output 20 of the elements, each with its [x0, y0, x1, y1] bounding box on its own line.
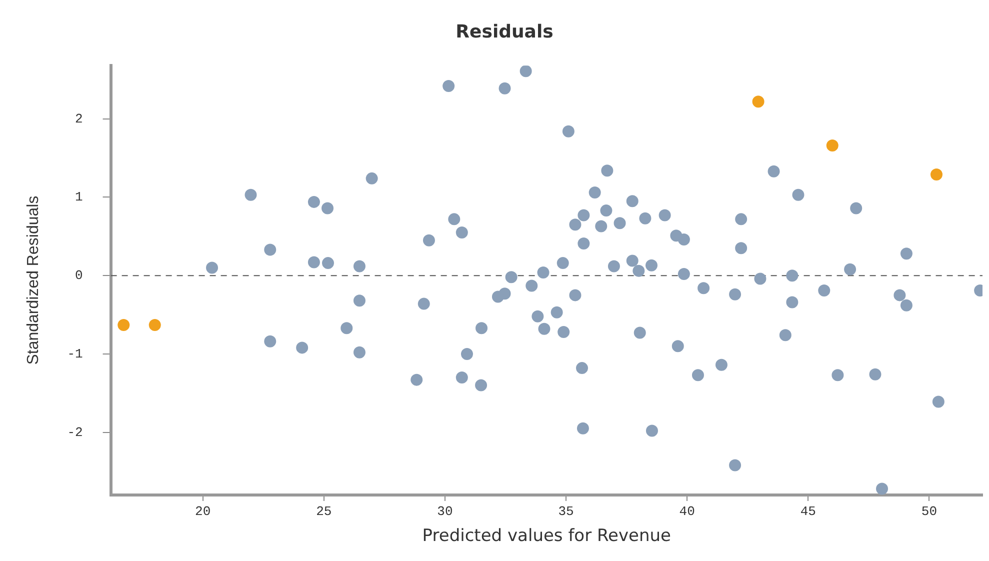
x-tick-label: 25 — [316, 504, 332, 520]
x-tick-label: 45 — [800, 504, 816, 520]
y-tick-label: -2 — [67, 424, 83, 440]
y-tick-label: -1 — [67, 346, 83, 362]
chart-title: Residuals — [456, 21, 554, 42]
y-tick-label: 0 — [74, 268, 83, 284]
x-tick-label: 20 — [195, 504, 211, 520]
point — [752, 96, 764, 108]
y-tick-label: 2 — [74, 111, 83, 126]
point — [148, 318, 161, 331]
x-tick-label: 35 — [558, 504, 574, 520]
x-tick-label: 40 — [679, 504, 695, 520]
y-tick-label: 1 — [74, 190, 83, 205]
x-tick-label: 30 — [437, 504, 453, 520]
x-axis-title: Predicted values for Revenue — [422, 526, 672, 546]
y-axis-title: Standardized Residuals — [25, 196, 42, 365]
point — [118, 318, 130, 331]
point — [930, 168, 942, 181]
x-tick-label: 50 — [921, 504, 938, 520]
point — [826, 140, 838, 152]
